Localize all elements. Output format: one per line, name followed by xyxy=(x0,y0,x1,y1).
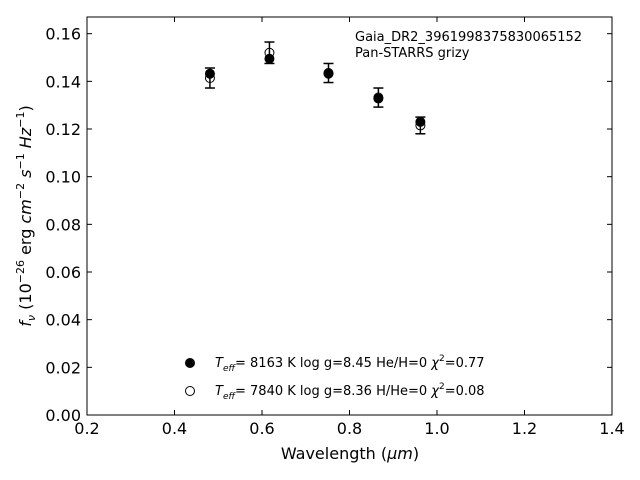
y-tick-label: 0.04 xyxy=(45,311,81,330)
x-tick-label: 0.4 xyxy=(162,419,187,438)
y-tick-label: 0.10 xyxy=(45,168,81,187)
x-tick-label: 1.2 xyxy=(512,419,537,438)
y-tick-label: 0.12 xyxy=(45,120,81,139)
x-tick-label: 0.2 xyxy=(74,419,99,438)
y-tick-label: 0.02 xyxy=(45,358,81,377)
data-point-open xyxy=(204,73,215,84)
svg-text:fν (10−26 erg cm−2 s−1 Hz−1): fν (10−26 erg cm−2 s−1 Hz−1) xyxy=(14,105,38,326)
data-point-open xyxy=(415,120,426,131)
x-tick-label: 1.0 xyxy=(424,419,449,438)
legend-entry-open: Teff= 7840 K log g=8.36 H/He=0 χ2=0.08 xyxy=(215,382,485,402)
y-axis-label: fν (10−26 erg cm−2 s−1 Hz−1) xyxy=(14,105,38,326)
data-point-open xyxy=(373,92,384,103)
legend-marker-filled xyxy=(185,358,195,368)
plot-frame xyxy=(86,16,613,416)
data-point-open xyxy=(323,68,334,79)
y-tick-label: 0.16 xyxy=(45,25,81,44)
x-tick-label: 0.8 xyxy=(337,419,362,438)
legend-marker-open xyxy=(185,386,195,396)
y-tick-label: 0.08 xyxy=(45,215,81,234)
data-point-filled xyxy=(415,116,426,127)
x-axis-label: Wavelength (μm) xyxy=(281,444,419,463)
axis-ticks: 0.2 0.4 0.6 0.8 1.0 1.2 1.4 0.00 0.02 0.04 0.06 0.0… xyxy=(45,17,625,438)
x-tick-label: 1.4 xyxy=(599,419,624,438)
y-tick-label: 0.00 xyxy=(45,406,81,425)
annotation-survey: Pan-STARRS grizy xyxy=(355,46,470,61)
x-tick-label: 0.6 xyxy=(249,419,274,438)
data-points xyxy=(204,47,426,131)
legend: Teff= 8163 K log g=8.45 He/H=0 χ2=0.77 T… xyxy=(185,354,485,402)
y-tick-label: 0.06 xyxy=(45,263,81,282)
annotation-object-id: Gaia_DR2_3961998375830065152 xyxy=(355,30,582,45)
y-tick-label: 0.14 xyxy=(45,72,81,91)
data-point-open xyxy=(264,47,275,58)
legend-entry-filled: Teff= 8163 K log g=8.45 He/H=0 χ2=0.77 xyxy=(215,354,485,374)
